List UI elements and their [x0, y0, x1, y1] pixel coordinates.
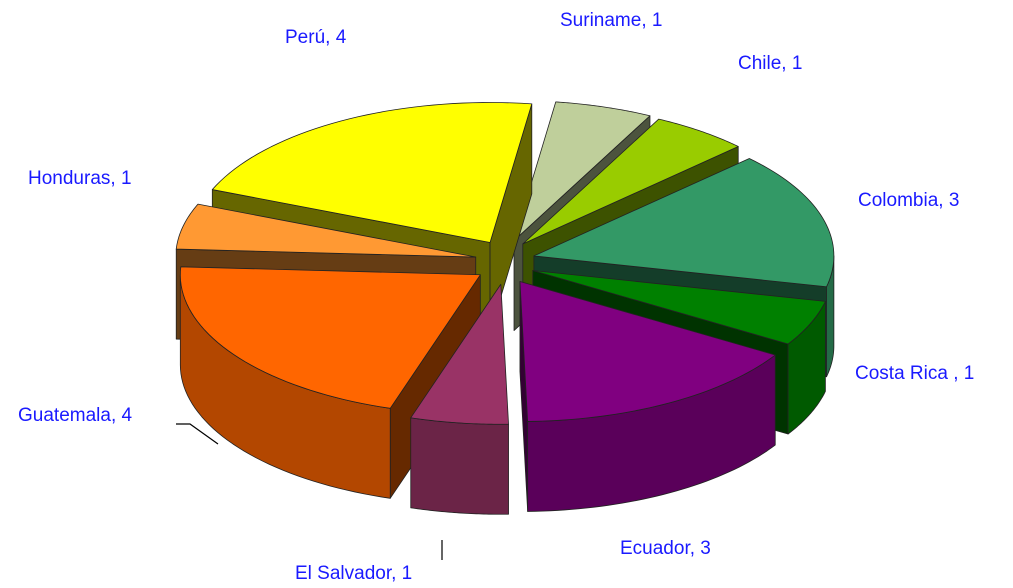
data-label: Honduras, 1 [28, 168, 132, 189]
pie [175, 101, 835, 515]
slice-top [179, 266, 481, 409]
slice [519, 281, 776, 512]
data-label: Guatemala, 4 [18, 405, 132, 426]
data-label: Suriname, 1 [560, 10, 662, 31]
slice-top [533, 158, 835, 288]
slice [410, 283, 509, 515]
data-label: Perú, 4 [285, 27, 347, 48]
data-label: El Salvador, 1 [295, 563, 412, 584]
slice-top [175, 203, 477, 258]
slice-top [522, 118, 739, 245]
slice-top [211, 102, 533, 243]
leader-line [176, 423, 219, 445]
data-label: Chile, 1 [738, 53, 802, 74]
data-label: Ecuador, 3 [620, 538, 711, 559]
data-label: Costa Rica , 1 [855, 363, 974, 384]
slice-top [519, 281, 776, 422]
slice-top [532, 270, 826, 345]
slice-top [513, 101, 651, 241]
data-label: Colombia, 3 [858, 190, 959, 211]
slice-top [410, 283, 509, 425]
slice-wall [410, 417, 509, 515]
